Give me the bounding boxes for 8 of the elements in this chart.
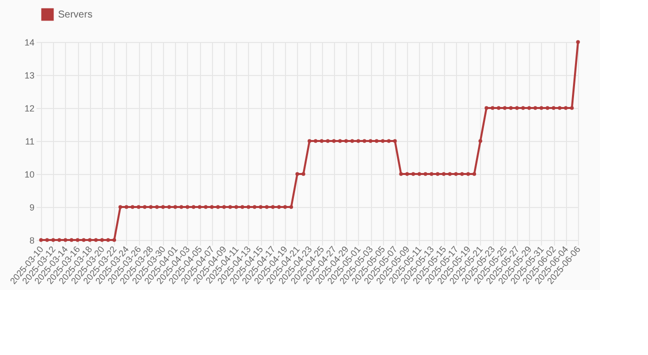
y-tick-label: 11 [25, 136, 34, 146]
y-tick-label: 13 [24, 70, 34, 80]
y-tick-label: 12 [24, 104, 34, 114]
y-tick-label: 8 [29, 236, 34, 246]
legend-label: Servers [58, 10, 92, 20]
y-tick-label: 9 [29, 202, 34, 212]
y-tick-label: 10 [24, 170, 34, 180]
y-tick-label: 14 [24, 38, 34, 48]
